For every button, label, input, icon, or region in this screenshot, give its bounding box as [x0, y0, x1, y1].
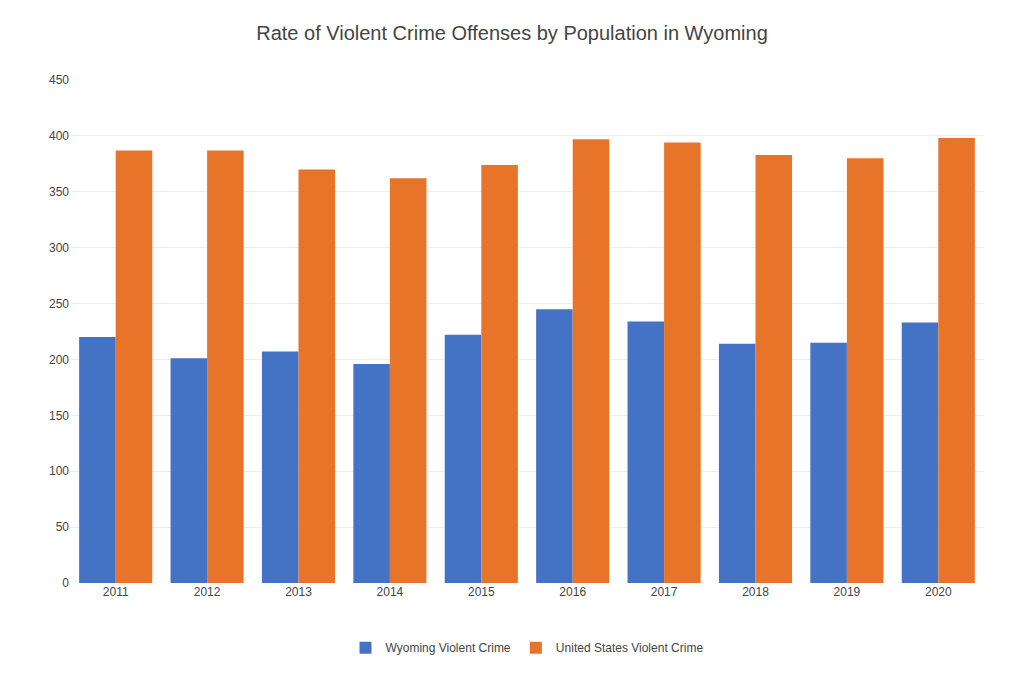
svg-text:2014: 2014	[377, 585, 404, 599]
svg-text:2017: 2017	[651, 585, 678, 599]
svg-text:2013: 2013	[285, 585, 312, 599]
svg-text:350: 350	[49, 185, 69, 199]
svg-text:50: 50	[56, 520, 70, 534]
svg-text:150: 150	[49, 409, 69, 423]
svg-text:2018: 2018	[742, 585, 769, 599]
svg-text:100: 100	[49, 464, 69, 478]
svg-text:300: 300	[49, 241, 69, 255]
svg-text:Wyoming Violent Crime: Wyoming Violent Crime	[386, 641, 511, 655]
svg-text:United States Violent Crime: United States Violent Crime	[556, 641, 704, 655]
svg-text:2015: 2015	[468, 585, 495, 599]
svg-text:250: 250	[49, 297, 69, 311]
svg-text:2016: 2016	[559, 585, 586, 599]
svg-text:2012: 2012	[194, 585, 221, 599]
svg-text:2011: 2011	[103, 585, 129, 599]
svg-text:400: 400	[49, 129, 69, 143]
svg-text:200: 200	[49, 353, 69, 367]
svg-text:Rate of Violent Crime Offenses: Rate of Violent Crime Offenses by Popula…	[256, 22, 768, 44]
svg-text:450: 450	[49, 73, 69, 87]
svg-text:2019: 2019	[834, 585, 861, 599]
svg-text:0: 0	[62, 576, 69, 590]
svg-text:2020: 2020	[925, 585, 952, 599]
